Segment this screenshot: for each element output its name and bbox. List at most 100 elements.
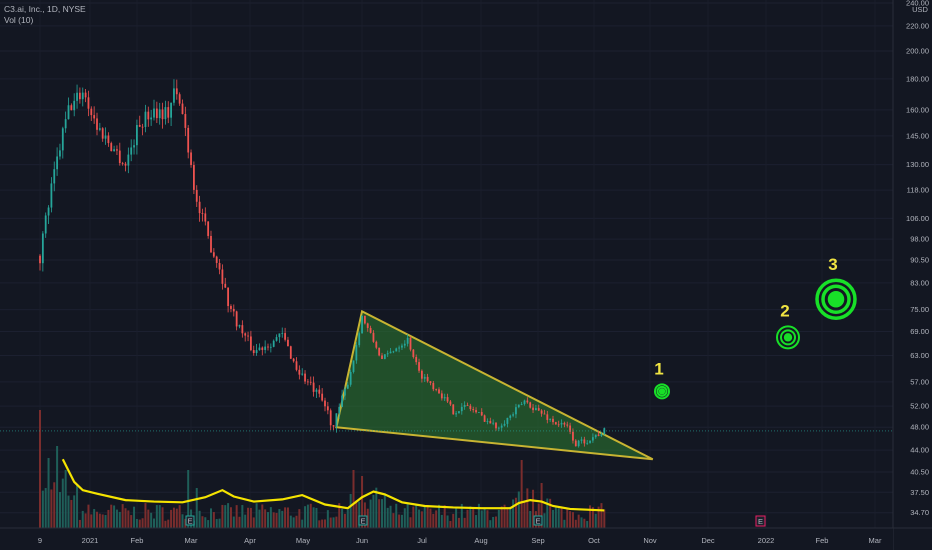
candle-body [184,114,187,128]
volume-bar [497,509,500,528]
volume-bar [449,520,452,528]
candle-body [489,421,492,424]
candle-body [41,233,44,264]
volume-bar [278,509,281,528]
volume-bar [133,506,136,528]
price-tick-label: 118.00 [907,186,929,195]
candle-body [61,128,64,151]
candle-body [47,207,50,216]
falling-wedge-pattern[interactable] [335,309,654,461]
candle-body [247,335,249,337]
candle-body [298,369,301,375]
volume-bar [420,511,423,528]
target-ring [827,290,845,308]
target-1[interactable]: 1 [654,359,670,400]
candle-body [401,345,403,348]
candle-body [455,413,457,415]
price-axis[interactable]: 240.00 220.00 200.00 180.00 160.00 145.00 130.… [892,0,932,550]
volume-bar [227,503,230,528]
volume-bar [540,483,543,528]
volume-bar [346,509,349,528]
volume-bar [181,514,184,528]
price-tick-label: 69.00 [910,327,929,336]
volume-bar [440,514,443,528]
volume-bar [335,516,338,528]
volume-bar [446,515,449,528]
volume-bar [81,510,84,528]
candle-body [284,333,286,340]
volume-indicator-title[interactable]: Vol (10) [4,15,34,25]
candle-body [287,339,289,347]
volume-bar [386,507,389,528]
time-tick-label: Feb [816,536,829,545]
volume-bar [61,478,64,528]
volume-bar [552,509,554,528]
candle-body [460,406,463,412]
candle-body [438,389,440,394]
target-2[interactable]: 2 [776,301,800,350]
volume-bar [560,506,563,528]
price-tick-label: 83.00 [910,278,929,287]
candle-body [212,252,215,257]
candle-body [173,88,175,103]
volume-bar [366,508,369,528]
price-tick-label: 44.00 [910,446,929,455]
price-targets[interactable]: 1 2 3 [654,255,857,400]
candle-body [458,411,460,414]
candle-body [503,423,506,426]
time-tick-label: Jul [417,536,427,545]
candle-body [232,308,235,312]
volume-bar [41,490,44,528]
candle-body [403,343,406,346]
time-tick-label: Jun [356,536,368,545]
candle-body [289,346,292,359]
volume-bar [603,509,606,528]
candle-body [589,440,591,443]
volume-bar [457,517,460,528]
candle-body [133,145,135,148]
volume-bar [110,504,113,528]
candle-body [210,235,212,253]
volume-bar [529,510,532,528]
volume-bar [144,503,147,528]
candle-body [309,381,312,383]
candle-body [466,405,469,406]
symbol-title[interactable]: C3.ai, Inc., 1D, NYSE [4,4,86,14]
candle-body [415,357,418,363]
candle-body [170,102,172,118]
candle-body [141,126,144,128]
volume-bar [338,503,341,528]
volume-bar [96,511,98,528]
volume-bar [224,505,227,528]
candle-body [215,256,218,263]
volume-bar [47,458,50,528]
candle-body [292,358,295,362]
candle-body [572,431,574,441]
candle-body [540,410,543,414]
price-tick-label: 106.00 [906,214,929,223]
volume-bar [438,504,440,528]
candle-body [432,382,435,390]
candle-body [509,415,512,418]
volume-bar [84,513,87,528]
volume-bar [475,515,478,528]
candle-body [583,439,586,444]
volume-bar [503,504,506,528]
candle-body [529,402,532,408]
volume-bar [261,504,264,528]
candle-body [443,397,446,399]
volume-ma-line [61,458,605,512]
volume-bar [127,510,130,528]
time-axis[interactable]: 9 2021 Feb Mar Apr May Jun Jul Aug Sep Oct Nov Dec 20… [0,527,932,550]
volume-bar [113,505,116,528]
candle-body [523,400,526,405]
candle-body [67,105,70,120]
target-ring [656,385,668,397]
target-3[interactable]: 3 [815,255,857,320]
candle-body [96,118,98,130]
volume-bar [255,503,258,528]
volume-bar [543,513,546,528]
target-ring [821,284,851,314]
